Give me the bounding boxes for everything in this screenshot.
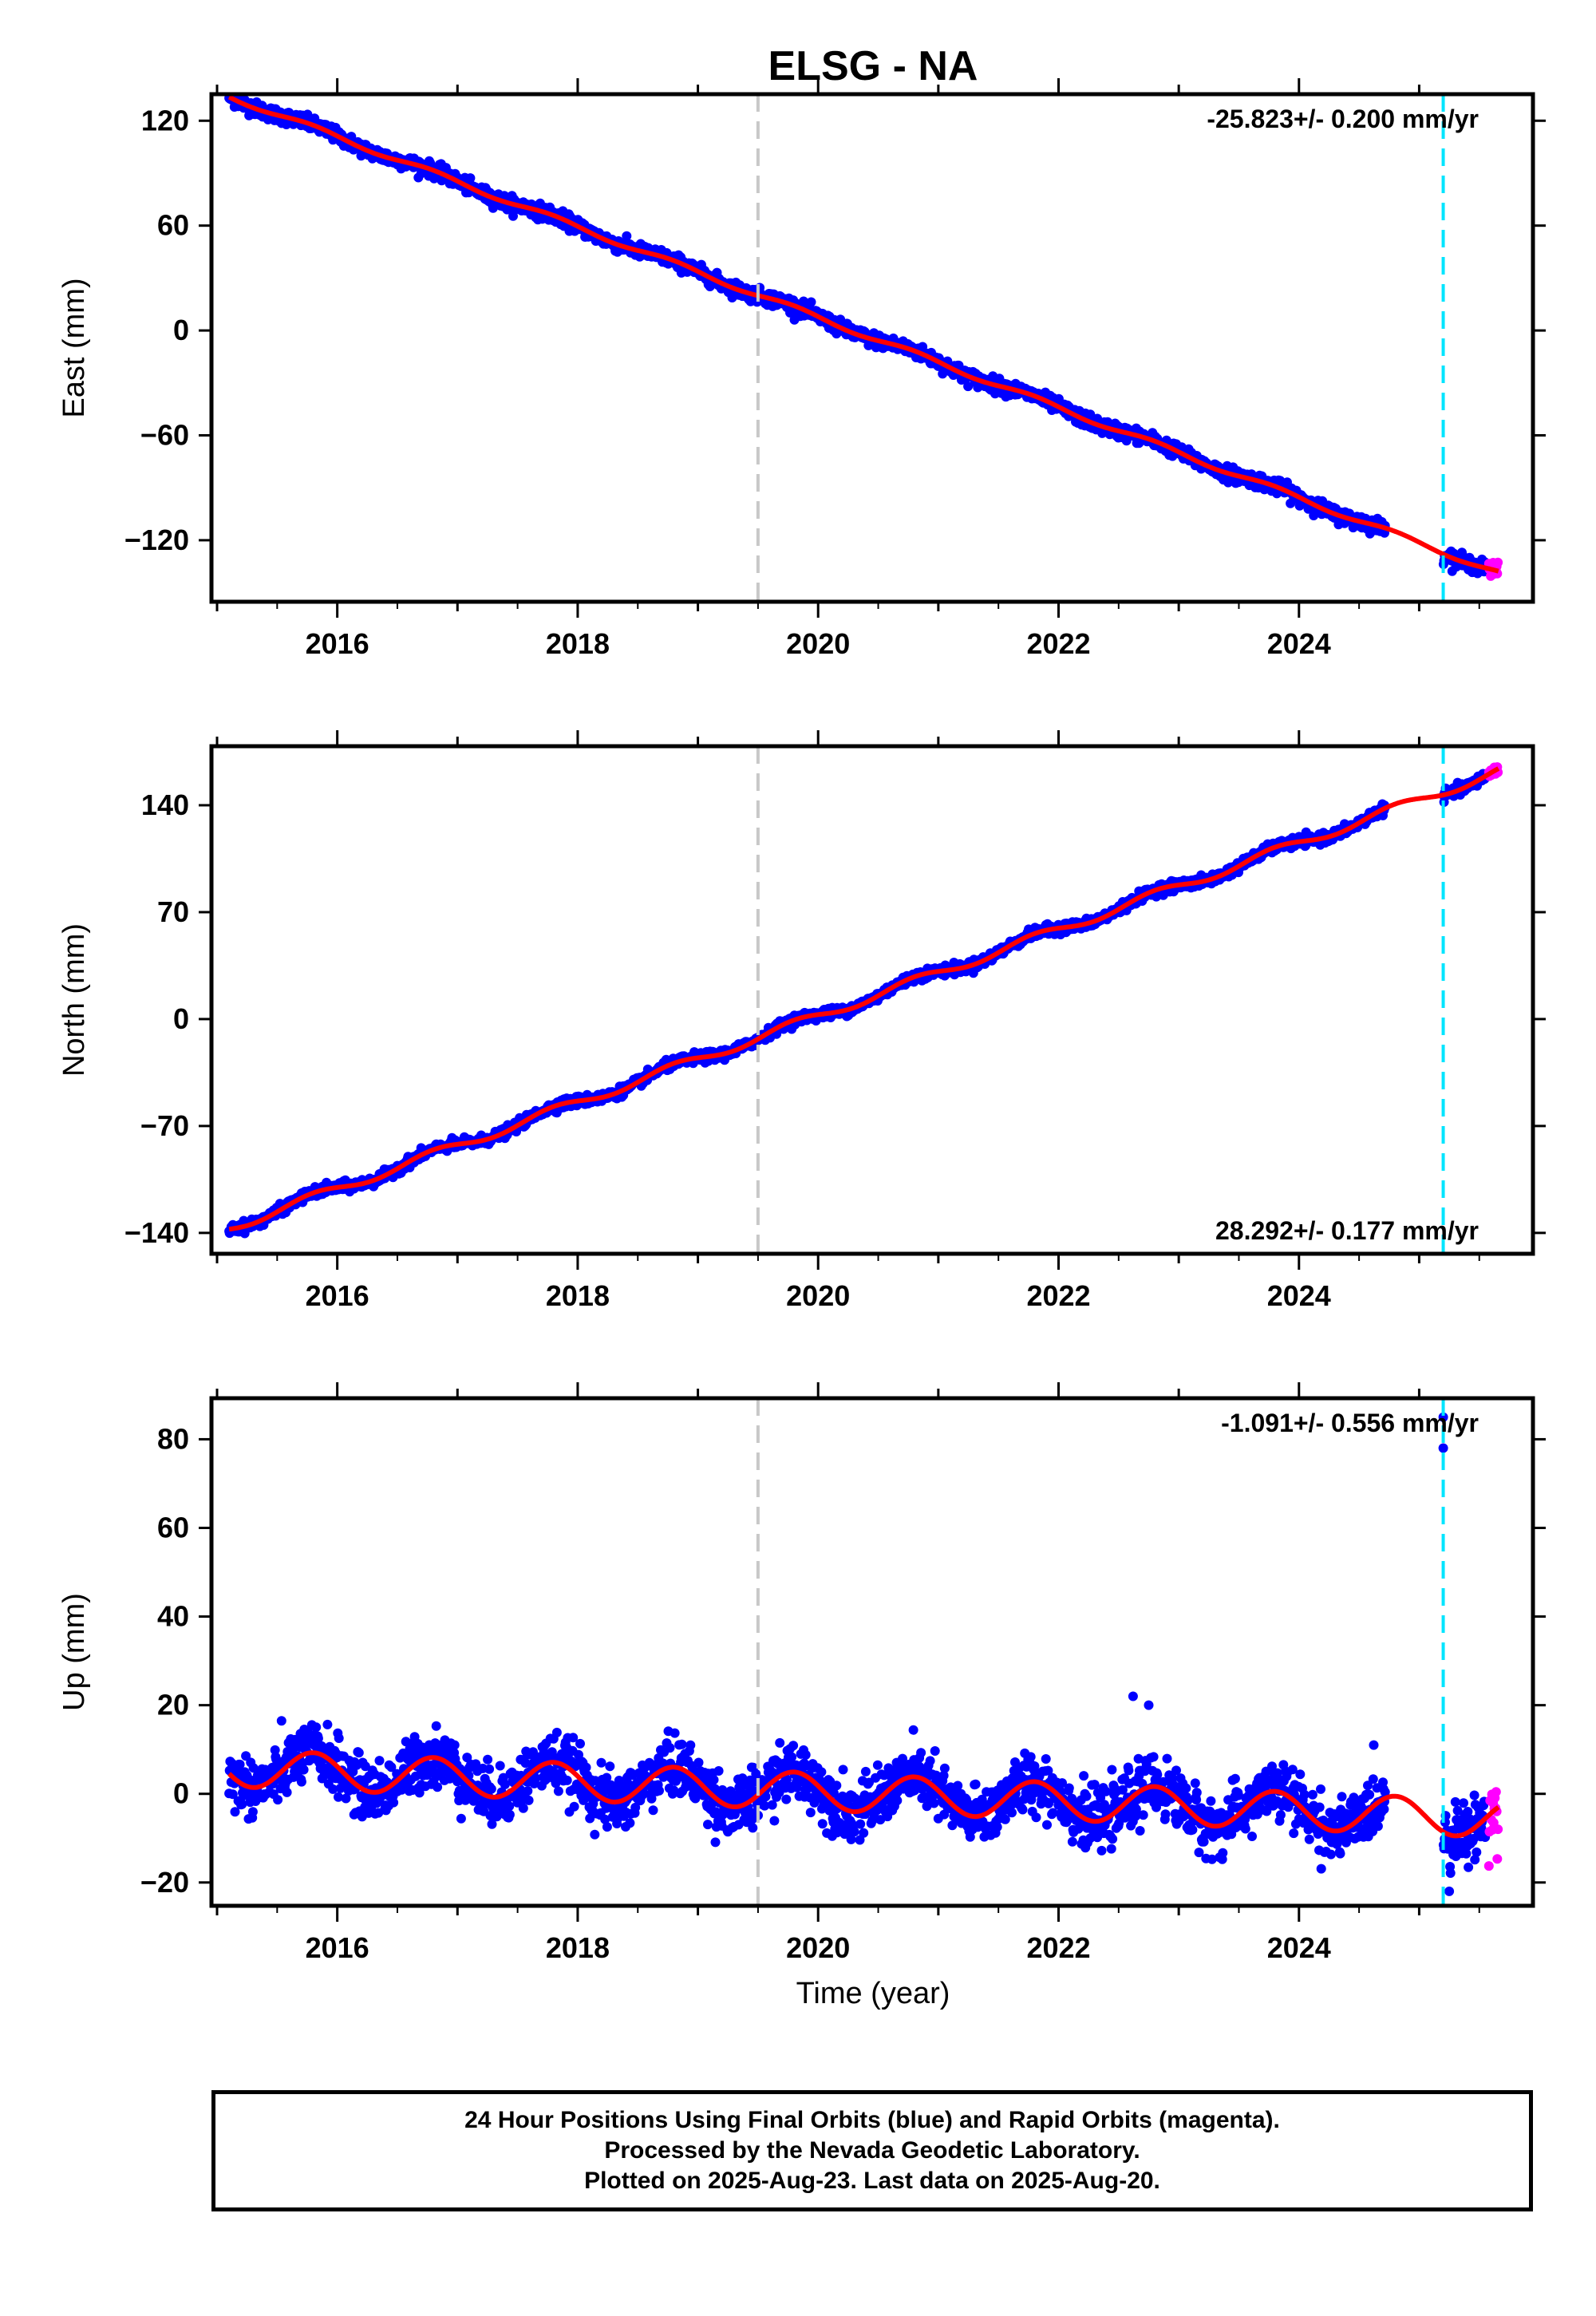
plot-area-east (224, 94, 1503, 602)
figure-title: ELSG - NA (768, 43, 978, 89)
x-tick-label: 2020 (786, 627, 850, 660)
data-point (622, 231, 632, 241)
data-point (465, 173, 476, 184)
plot-area-up (224, 1398, 1503, 1906)
plot-area-north (224, 746, 1503, 1254)
data-point (298, 1765, 309, 1775)
y-tick-label: 120 (141, 104, 189, 136)
data-point (389, 1797, 399, 1808)
x-tick-label: 2016 (306, 627, 369, 660)
data-point (282, 1787, 292, 1797)
data-point (334, 1733, 344, 1743)
x-tick-label: 2020 (786, 1279, 850, 1312)
data-point (963, 381, 974, 392)
data-point (237, 1799, 247, 1809)
data-point (374, 1756, 385, 1766)
y-tick-label: 0 (173, 314, 189, 346)
x-tick-label: 2022 (1026, 1279, 1090, 1312)
data-point (296, 1777, 306, 1787)
series-final-orbits-up (224, 1412, 1491, 1896)
x-tick-label: 2024 (1267, 1279, 1331, 1312)
y-tick-label: −120 (124, 524, 189, 556)
y-tick-label: 140 (141, 788, 189, 821)
x-tick-label: 2018 (546, 627, 610, 660)
panel-north: 140 70 0 −70 −140 2016 2018 2020 2022 2024 North (… (57, 730, 1546, 1312)
rate-label: -25.823+/- 0.200 mm/yr (1207, 105, 1479, 133)
data-point (273, 1795, 283, 1805)
y-tick-label: 0 (173, 1002, 189, 1035)
y-tick-label: 60 (157, 209, 189, 242)
y-axis-label: North (mm) (57, 923, 91, 1077)
x-tick-label: 2018 (546, 1279, 610, 1312)
y-tick-label: −140 (124, 1216, 189, 1249)
rate-label: 28.292+/- 0.177 mm/yr (1215, 1216, 1479, 1245)
data-point (322, 1719, 333, 1729)
data-point (311, 1722, 322, 1733)
y-tick-label: −60 (140, 419, 189, 452)
plot-frame-east (209, 92, 1535, 604)
data-point (806, 297, 816, 307)
data-point (247, 1807, 258, 1817)
model-fit-line (227, 94, 1499, 574)
data-point (431, 1721, 441, 1731)
y-tick-label: 70 (157, 895, 189, 928)
y-tick-label: −70 (140, 1109, 189, 1142)
data-point (433, 1782, 443, 1792)
data-point (354, 1748, 364, 1758)
x-tick-label: 2016 (306, 1279, 369, 1312)
x-tick-label: 2022 (1026, 627, 1090, 660)
rapid-point (1493, 557, 1503, 567)
panel-east: 120 60 0 −60 −120 2016 2018 2020 2022 2024 East (m… (57, 78, 1546, 660)
data-point (276, 1716, 286, 1726)
x-tick-label: 2024 (1267, 627, 1331, 660)
y-axis-label: East (mm) (57, 278, 91, 417)
